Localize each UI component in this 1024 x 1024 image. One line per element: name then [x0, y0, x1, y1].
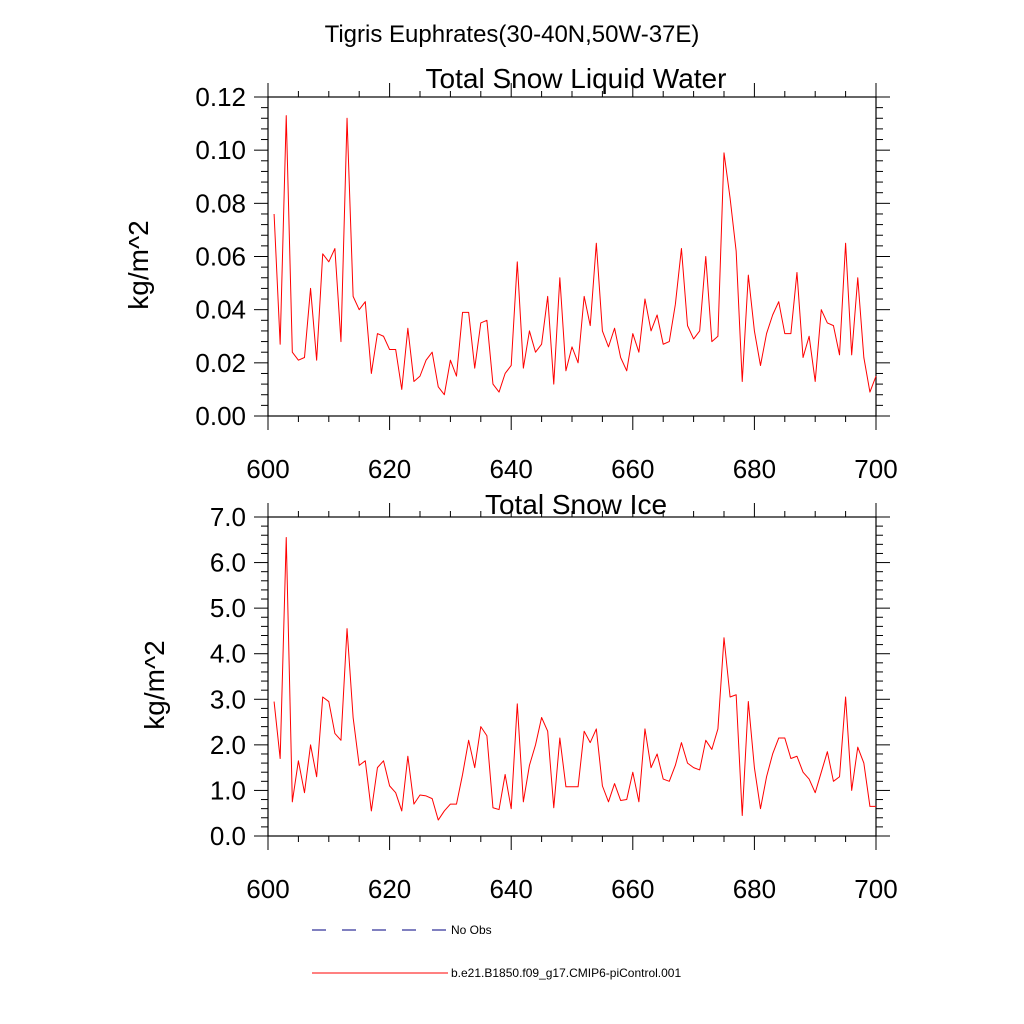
x-tick-label: 700 [854, 454, 897, 484]
y-tick-label: 1.0 [210, 775, 246, 805]
x-tick-label: 620 [368, 454, 411, 484]
legend: No Obs b.e21.B1850.f09_g17.CMIP6-piContr… [312, 923, 681, 980]
y-axis-label: kg/m^2 [123, 220, 154, 309]
x-tick-label: 680 [733, 874, 776, 904]
x-tick-label: 600 [246, 454, 289, 484]
figure-title: Tigris Euphrates(30-40N,50W-37E) [325, 21, 700, 48]
x-tick-label: 700 [854, 874, 897, 904]
chart-title: Total Snow Ice [485, 489, 667, 520]
panels: Total Snow Liquid Water kg/m^2 600 620 640 66… [123, 63, 898, 904]
legend-label-no-obs: No Obs [451, 923, 492, 937]
x-tick-label: 660 [611, 454, 654, 484]
y-tick-label: 0.10 [195, 135, 246, 165]
y-tick-label: 0.02 [195, 348, 246, 378]
y-tick-label: 4.0 [210, 639, 246, 669]
y-tick-label: 5.0 [210, 593, 246, 623]
chart-panel-1: Total Snow Liquid Water kg/m^2 600 620 640 66… [123, 63, 898, 484]
y-tick-label: 0.08 [195, 188, 246, 218]
y-tick-label: 7.0 [210, 502, 246, 532]
y-tick-label: 0.00 [195, 401, 246, 431]
x-tick-label: 680 [733, 454, 776, 484]
y-axis-label: kg/m^2 [139, 640, 170, 729]
legend-label-picontrol: b.e21.B1850.f09_g17.CMIP6-piControl.001 [451, 966, 681, 980]
chart-panel-2: Total Snow Ice kg/m^2 600 620 640 660 680 700 0.… [139, 489, 898, 904]
series-line [273, 537, 876, 821]
y-tick-label: 0.04 [195, 295, 246, 325]
x-tick-label: 660 [611, 874, 654, 904]
x-tick-label: 640 [490, 874, 533, 904]
chart-title: Total Snow Liquid Water [426, 63, 727, 94]
y-tick-label: 0.06 [195, 242, 246, 272]
y-tick-label: 3.0 [210, 684, 246, 714]
y-tick-label: 0.12 [195, 82, 246, 112]
y-tick-label: 0.0 [210, 821, 246, 851]
x-tick-label: 640 [490, 454, 533, 484]
y-tick-label: 2.0 [210, 730, 246, 760]
y-tick-label: 6.0 [210, 548, 246, 578]
x-tick-label: 620 [368, 874, 411, 904]
x-tick-label: 600 [246, 874, 289, 904]
series-line [273, 115, 877, 396]
